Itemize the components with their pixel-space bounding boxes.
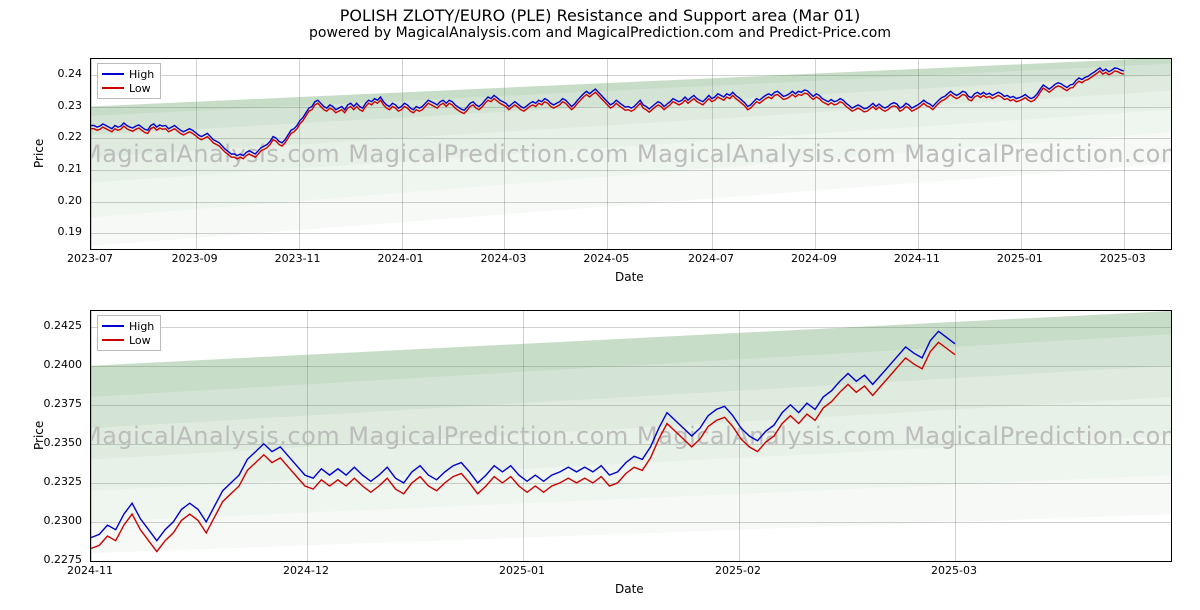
ytick: 0.2375 [38,397,82,410]
ytick: 0.2300 [38,514,82,527]
xtick: 2025-03 [931,564,977,577]
ytick: 0.2325 [38,475,82,488]
gridline [91,311,92,561]
gridline [91,366,1171,367]
xtick: 2025-01 [499,564,545,577]
gridline [739,311,740,561]
legend-high: High [102,319,154,333]
support-band [91,366,1171,460]
legend-high-swatch [102,73,124,75]
bottom-chart-bands [91,311,1171,561]
bottom-chart-xlabel: Date [615,582,644,596]
ytick: 0.2350 [38,436,82,449]
bottom-chart-plot: MagicalAnalysis.com MagicalPrediction.co… [90,310,1172,562]
gridline [523,311,524,561]
ytick: 0.2425 [38,319,82,332]
legend-low: Low [102,81,154,95]
gridline [91,444,1171,445]
legend: High Low [97,63,161,99]
legend-low-swatch [102,87,124,89]
legend-high: High [102,67,154,81]
legend: High Low [97,315,161,351]
support-band [91,475,1171,553]
gridline [91,327,1171,328]
gridline [91,522,1171,523]
bottom-chart: MagicalAnalysis.com MagicalPrediction.co… [0,0,1200,610]
bottom-chart-series [91,311,1171,561]
support-band [91,311,1171,397]
legend-low: Low [102,333,154,347]
legend-high-label: High [129,68,154,81]
gridline [91,483,1171,484]
legend-low-swatch [102,339,124,341]
legend-low-label: Low [129,82,151,95]
legend-low-label: Low [129,334,151,347]
support-band [91,334,1171,428]
gridline [307,311,308,561]
gridline [955,311,956,561]
legend-high-swatch [102,325,124,327]
support-band [91,436,1171,522]
gridline [91,561,1171,562]
xtick: 2024-11 [67,564,113,577]
gridline [91,405,1171,406]
xtick: 2024-12 [283,564,329,577]
xtick: 2025-02 [715,564,761,577]
watermark-text: MagicalAnalysis.com MagicalPrediction.co… [90,422,1172,450]
legend-high-label: High [129,320,154,333]
ytick: 0.2400 [38,358,82,371]
